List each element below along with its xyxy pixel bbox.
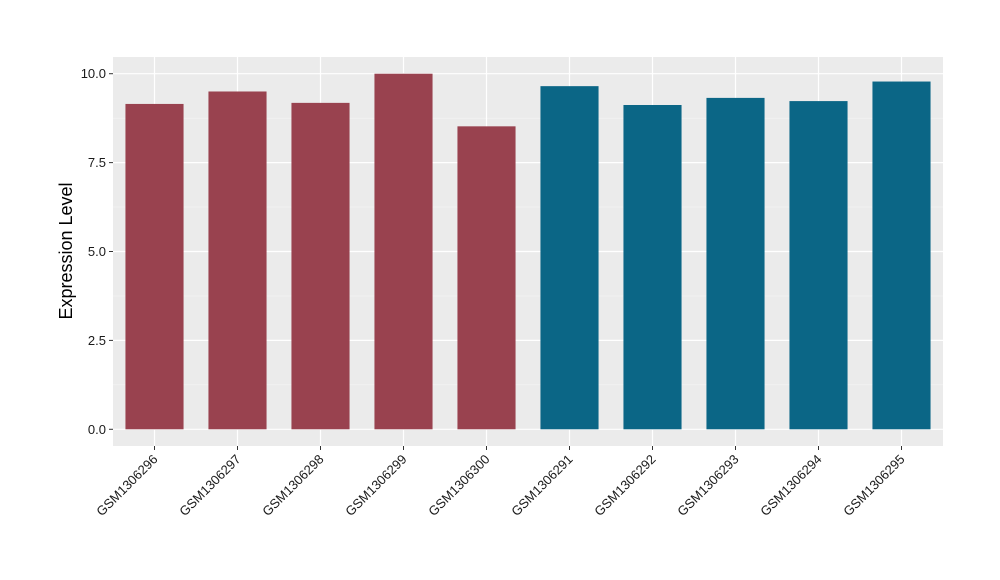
x-tick-label: GSM1306298 (259, 452, 326, 519)
bar-GSM1306300 (457, 126, 516, 430)
bar-GSM1306295 (872, 81, 931, 430)
y-tick-label: 2.5 (88, 333, 106, 348)
bar-GSM1306297 (208, 91, 267, 430)
x-tick-label: GSM1306292 (591, 452, 658, 519)
bars (125, 73, 931, 430)
y-tick-label: 0.0 (88, 422, 106, 437)
y-axis-title: Expression Level (56, 182, 76, 319)
x-tick-label: GSM1306291 (508, 452, 575, 519)
x-tick-label: GSM1306295 (840, 452, 907, 519)
x-tick-label: GSM1306300 (425, 452, 492, 519)
x-tick-label: GSM1306299 (342, 452, 409, 519)
x-tick-label: GSM1306297 (176, 452, 243, 519)
x-tick-label: GSM1306294 (757, 452, 824, 519)
y-tick-label: 7.5 (88, 155, 106, 170)
bar-GSM1306293 (706, 97, 765, 430)
y-tick-label: 5.0 (88, 244, 106, 259)
x-tick-label: GSM1306296 (93, 452, 160, 519)
x-tick-label: GSM1306293 (674, 452, 741, 519)
y-axis: 0.0 2.5 5.0 7.5 10.0 (81, 66, 113, 437)
bar-GSM1306299 (374, 73, 433, 430)
y-tick-label: 10.0 (81, 66, 106, 81)
bar-GSM1306291 (540, 86, 599, 430)
x-axis: GSM1306296 GSM1306297 GSM1306298 GSM1306299… (93, 446, 908, 519)
bar-GSM1306292 (623, 105, 682, 430)
bar-GSM1306298 (291, 102, 350, 430)
bar-GSM1306294 (789, 101, 848, 430)
bar-GSM1306296 (125, 103, 184, 430)
